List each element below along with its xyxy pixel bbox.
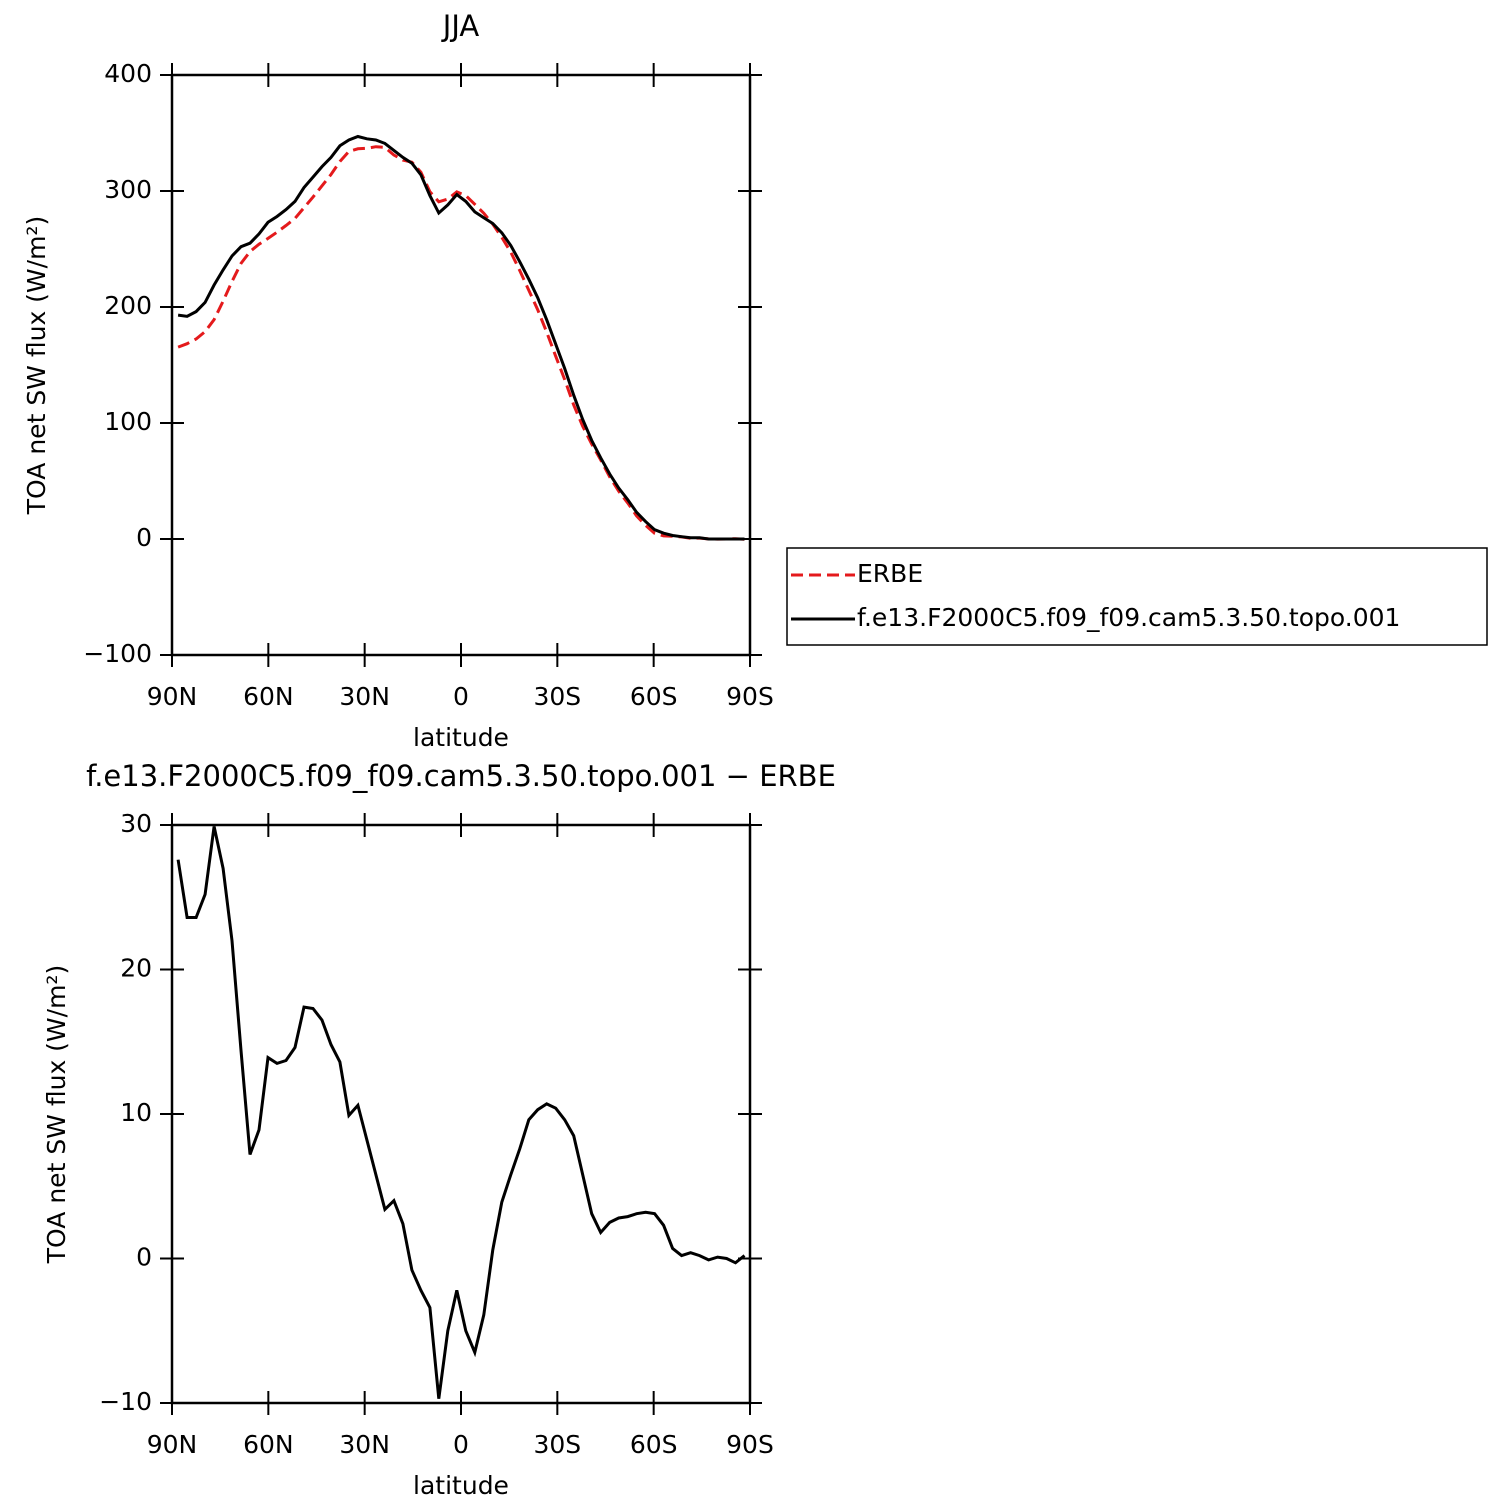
y-axis-label: TOA net SW flux (W/m²) [42,965,71,1264]
data-line [176,826,746,1399]
y-tick-label: 300 [104,175,152,204]
x-axis-label: latitude [413,1471,509,1500]
legend-box [786,547,1488,646]
x-tick-label: 30N [339,1430,390,1459]
x-tick-label: 30S [533,682,581,711]
x-tick-label: 90S [726,682,774,711]
x-tick-label: 0 [453,1430,469,1459]
legend-label: ERBE [857,559,923,588]
y-tick-label: 0 [136,1243,152,1272]
y-tick-label: −10 [99,1387,152,1416]
x-tick-label: 90S [726,1430,774,1459]
x-tick-label: 60S [630,1430,678,1459]
y-tick-label: 400 [104,59,152,88]
y-tick-label: 20 [120,954,152,983]
x-tick-label: 60N [243,682,294,711]
x-tick-label: 90N [147,1430,198,1459]
data-line [177,134,745,541]
x-tick-label: 0 [453,682,469,711]
x-tick-label: 60N [243,1430,294,1459]
y-tick-label: −100 [83,639,152,668]
y-tick-label: 30 [120,809,152,838]
y-tick-label: 0 [136,523,152,552]
plot-frame [170,73,752,657]
x-axis-label: latitude [413,723,509,752]
y-axis-label: TOA net SW flux (W/m²) [22,216,51,515]
data-line [177,145,745,541]
x-tick-label: 30N [339,682,390,711]
x-tick-label: 60S [630,682,678,711]
y-tick-label: 200 [104,291,152,320]
x-tick-label: 90N [147,682,198,711]
y-tick-label: 10 [120,1098,152,1127]
legend-label: f.e13.F2000C5.f09_f09.cam5.3.50.topo.001 [857,603,1400,632]
plot-frame [170,823,752,1405]
y-tick-label: 100 [104,407,152,436]
chart-title: f.e13.F2000C5.f09_f09.cam5.3.50.topo.001… [86,759,836,793]
chart-title: JJA [441,9,480,43]
x-tick-label: 30S [533,1430,581,1459]
